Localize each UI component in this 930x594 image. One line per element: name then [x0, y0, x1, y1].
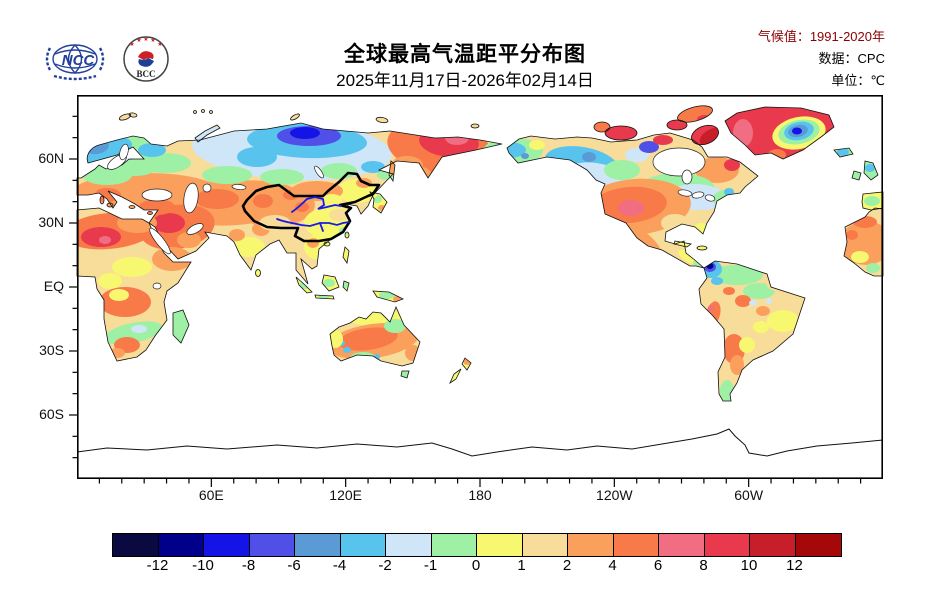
colorbar-cell: [340, 534, 386, 556]
colorbar-tick-label: -1: [423, 557, 438, 574]
world-map-svg: [69, 95, 884, 487]
lat-axis-label: 30N: [38, 214, 64, 230]
colorbar-cell: [659, 534, 705, 556]
lon-axis-label: 60W: [734, 487, 764, 503]
colorbar-cell: [477, 534, 523, 556]
colorbar-tick-label: 6: [653, 557, 663, 574]
colorbar-tick-label: -4: [332, 557, 347, 574]
colorbar-tick-label: 10: [740, 557, 758, 574]
colorbar-cell: [750, 534, 796, 556]
lon-axis-label: 60E: [198, 487, 224, 503]
colorbar-cell: [795, 534, 841, 556]
page-title: 全球最高气温距平分布图: [344, 43, 586, 66]
colorbar-tick-label: 2: [562, 557, 572, 574]
lon-axis-label: 120W: [596, 487, 633, 503]
colorbar-cell: [204, 534, 250, 556]
svg-text:★: ★: [129, 41, 134, 48]
meta-block: 气候值：1991-2020年 数据：CPC 单位：℃: [758, 26, 885, 92]
colorbar-tick-label: -8: [241, 557, 256, 574]
colorbar-tick-label: 4: [608, 557, 617, 574]
logo-group: NCC ★ ★ ★ ★ ★ BCC: [42, 33, 172, 85]
bcc-logo-stars: ★★ ★ ★★: [129, 36, 162, 48]
colorbar-tick-label: -6: [287, 557, 301, 574]
meta-datasource: 数据：CPC: [818, 51, 885, 66]
colorbar-tick-label: 0: [471, 557, 481, 574]
lat-axis-label: 60N: [38, 150, 64, 166]
colorbar-cell: [113, 534, 159, 556]
svg-text:★: ★: [150, 37, 155, 44]
colorbar-tick-label: -10: [192, 557, 214, 574]
lon-axis-label: 180: [468, 487, 492, 503]
svg-text:★: ★: [157, 41, 162, 48]
colorbar: [112, 533, 842, 557]
map-canvas: [69, 95, 884, 487]
bcc-logo: ★★ ★ ★★ BCC: [123, 36, 169, 82]
page-subtitle: 2025年11月17日-2026年02月14日: [336, 71, 594, 90]
bcc-logo-swirl-blue: [138, 58, 154, 67]
colorbar-tick-label: 12: [786, 557, 803, 574]
colorbar-cell: [431, 534, 477, 556]
colorbar-cell: [386, 534, 432, 556]
colorbar-cell: [249, 534, 295, 556]
meta-units: 单位：℃: [831, 73, 885, 88]
antarctica-coast: [76, 428, 884, 457]
ncc-logo: NCC: [45, 44, 105, 81]
map-frame: [77, 95, 884, 479]
colorbar-cell: [158, 534, 204, 556]
axis-ticks: [69, 115, 862, 487]
colorbar-tick-label: 8: [699, 557, 708, 574]
colorbar-tick-label: -12: [146, 557, 169, 574]
lat-axis-label: 30S: [39, 342, 64, 358]
svg-text:★: ★: [143, 36, 148, 43]
bcc-logo-swirl-red: [138, 51, 154, 60]
inland-seas: [107, 143, 716, 290]
colorbar-cell: [295, 534, 341, 556]
colorbar-cell: [522, 534, 568, 556]
colorbar-cell: [704, 534, 750, 556]
lat-axis-label: EQ: [43, 278, 64, 294]
colorbar-tick-label: -2: [378, 557, 392, 574]
china-rivers: [276, 196, 350, 232]
svg-text:★: ★: [136, 37, 141, 44]
colorbar-cell: [613, 534, 659, 556]
china-border: [241, 171, 381, 243]
ncc-logo-text: NCC: [62, 52, 96, 69]
lon-axis-label: 120E: [329, 487, 362, 503]
meta-climatology: 气候值：1991-2020年: [757, 29, 885, 44]
colorbar-tick-label: 1: [517, 557, 526, 574]
lat-axis-label: 60S: [39, 406, 64, 422]
bcc-logo-text: BCC: [136, 69, 155, 79]
colorbar-cell: [568, 534, 614, 556]
